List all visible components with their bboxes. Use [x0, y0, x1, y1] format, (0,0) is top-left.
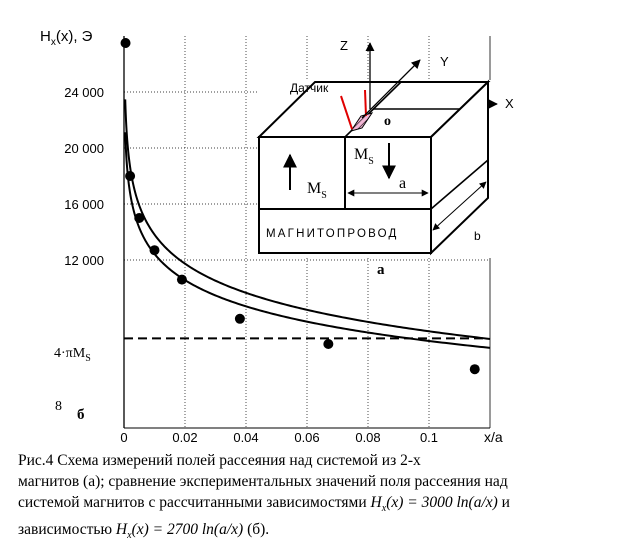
experimental-point	[120, 38, 131, 48]
y-tick-label: 16 000	[64, 197, 104, 212]
experimental-point	[125, 171, 136, 181]
calc-curve-3000	[124, 99, 491, 340]
y-tick-label: 24 000	[64, 85, 104, 100]
sensor-element	[349, 112, 374, 132]
caption-line-4: зависимостью Hx(x) = 2700 ln(a/x) (б).	[18, 519, 616, 546]
caption-line-3-text: системой магнитов с рассчитанными зависи…	[18, 494, 371, 511]
caption-formula-2: Hx(x) = 2700 ln(a/x)	[115, 521, 244, 542]
y-axis-arrow	[361, 59, 421, 119]
caption-line-4-end: (б).	[243, 521, 270, 539]
caption-line-1: Рис.4 Схема измерений полей рассеяния на…	[18, 452, 421, 469]
experimental-point	[134, 213, 145, 223]
x-tick-label: 0.02	[172, 430, 197, 445]
caption-formula-1: Hx(x) = 3000 ln(a/x)	[370, 494, 498, 515]
figure-caption: Рис.4 Схема измерений полей рассеяния на…	[18, 450, 616, 546]
caption-line-2: магнитов (а); сравнение экспериментальны…	[18, 473, 508, 490]
panel-label-a: а	[377, 262, 385, 278]
sensor-lead-2	[364, 89, 367, 117]
experimental-point	[469, 364, 480, 375]
dim-b-arrow	[432, 181, 487, 231]
caption-line-4-text: зависимостью	[18, 521, 116, 539]
x-axis-title: x/a	[484, 429, 503, 445]
caption-line-3: системой магнитов с рассчитанными зависи…	[18, 492, 616, 519]
y-label-eight: 8	[55, 399, 62, 414]
four-pi-ms-label: 4·πMS	[54, 346, 91, 364]
experimental-point	[234, 313, 245, 324]
dim-a-label: a	[399, 175, 406, 192]
y-tick-label: 12 000	[64, 253, 104, 268]
x-tick-label: 0.08	[355, 430, 380, 445]
ms-right-label: MS	[354, 146, 374, 167]
x-tick-label: 0	[120, 430, 127, 445]
experimental-point	[149, 245, 160, 256]
x-tick-label: 0.1	[420, 430, 438, 445]
magnetoprovod-label: МАГНИТОПРОВОД	[266, 228, 399, 240]
sensor-lead-1	[340, 95, 353, 130]
experimental-point	[176, 274, 187, 285]
y-axis-title: Hx(x), Э	[40, 28, 93, 48]
y-tick-label: 20 000	[64, 141, 104, 156]
y-tick-labels: 24 000 20 000 16 000 12 000	[64, 85, 104, 268]
sensor-label: Датчик	[290, 81, 329, 95]
x-tick-label: 0.04	[233, 430, 258, 445]
caption-line-3-end: и	[497, 494, 510, 511]
dim-b-label: b	[474, 229, 481, 243]
z-axis-label: Z	[340, 38, 348, 53]
series-layer	[120, 38, 491, 375]
calc-curve-2700	[124, 132, 491, 349]
inset-schematic: Датчик Z Y X o MS MS a b МАГНИТОПРОВОД а	[256, 38, 514, 278]
magnet-left	[258, 136, 346, 210]
x-tick-label: 0.06	[294, 430, 319, 445]
x-axis-label: X	[505, 96, 514, 111]
origin-label: o	[384, 114, 391, 129]
ms-left-label: MS	[307, 180, 327, 201]
panel-label-b: б	[77, 407, 85, 423]
magnetoprovod-block	[258, 208, 432, 254]
experimental-point	[323, 339, 334, 349]
y-axis-label: Y	[440, 54, 449, 69]
x-tick-labels: 0 0.02 0.04 0.06 0.08 0.1	[120, 430, 438, 445]
